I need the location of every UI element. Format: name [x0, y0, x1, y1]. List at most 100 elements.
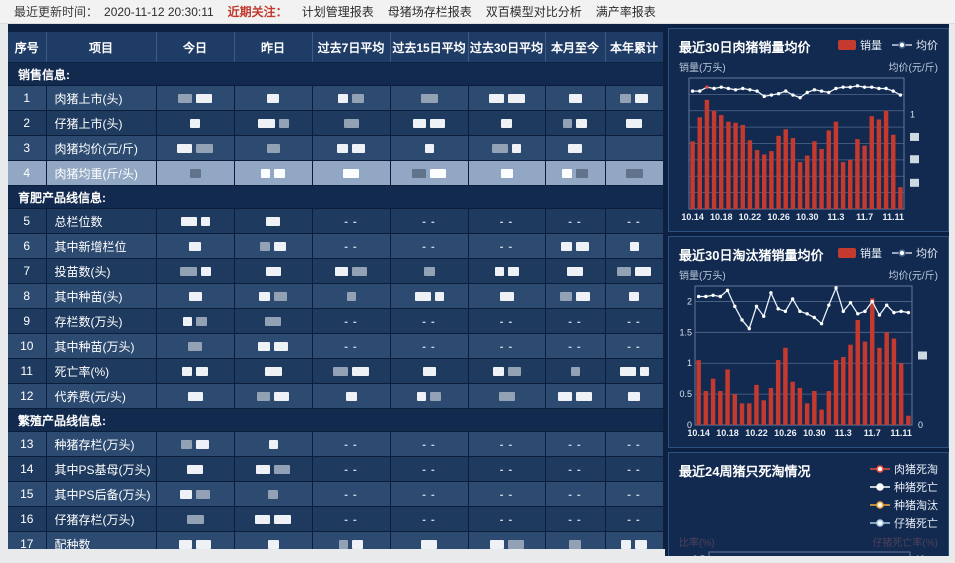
- redacted-value: [390, 283, 469, 309]
- table-row[interactable]: 3 肉猪均价(元/斤): [8, 135, 663, 161]
- redacted-value: [234, 333, 313, 359]
- row-label: 死亡率(%): [46, 358, 157, 384]
- legend-label: 均价: [916, 248, 938, 260]
- table-row[interactable]: 13 种猪存栏(万头) - -- -- -- -- -: [8, 431, 663, 457]
- nav-link-sow-inventory-report[interactable]: 母猪场存栏报表: [387, 5, 472, 19]
- svg-text:10.22: 10.22: [739, 212, 762, 222]
- legend-item-pig-death[interactable]: 肉猪死淘: [870, 461, 938, 477]
- table-row[interactable]: 11 死亡率(%): [8, 358, 663, 384]
- redaction-block: [352, 267, 367, 277]
- table-row[interactable]: 8 其中种苗(头): [8, 283, 663, 309]
- table-row[interactable]: 16 仔猪存栏(万头) - -- -- -- -- -: [8, 506, 663, 532]
- svg-text:1: 1: [910, 110, 915, 120]
- redaction-block: [489, 540, 504, 549]
- redacted-value: [234, 208, 313, 234]
- redacted-value: [312, 531, 391, 549]
- row-index: 13: [8, 431, 47, 457]
- redaction-block: [625, 169, 643, 179]
- nav-link-capacity-report[interactable]: 满产率报表: [595, 5, 656, 19]
- table-row[interactable]: 6 其中新增栏位 - -- -- -: [8, 233, 663, 259]
- redaction-block: [563, 119, 572, 129]
- redaction-block: [569, 540, 581, 549]
- redacted-value: [605, 358, 663, 384]
- redaction-block: [424, 144, 434, 154]
- legend-item-price[interactable]: 均价: [892, 245, 938, 261]
- legend-item-piglet-death[interactable]: 仔猪死亡: [870, 515, 938, 531]
- svg-text:11.3: 11.3: [835, 428, 852, 438]
- y-axis-label-right: 仔猪死亡率(%): [872, 538, 938, 549]
- redacted-value: [468, 110, 546, 136]
- empty-value: - -: [605, 308, 663, 334]
- legend-bar-swatch-icon: [838, 40, 856, 50]
- redacted-value: [234, 258, 313, 284]
- redaction-block: [259, 292, 270, 302]
- redaction-block: [189, 169, 201, 179]
- redaction-block: [333, 367, 348, 377]
- table-row[interactable]: 14 其中PS基母(万头) - -- -- -- -- -: [8, 456, 663, 482]
- redaction-block: [180, 490, 192, 500]
- row-label: 仔猪上市(头): [46, 110, 157, 136]
- table-row[interactable]: 7 投苗数(头): [8, 258, 663, 284]
- redaction-block: [352, 540, 363, 549]
- empty-value: - -: [545, 456, 606, 482]
- legend-item-sales[interactable]: 销量: [838, 245, 882, 261]
- table-row[interactable]: 2 仔猪上市(头): [8, 110, 663, 136]
- table-row[interactable]: 10 其中种苗(万头) - -- -- -- -- -: [8, 333, 663, 359]
- redaction-block: [179, 540, 192, 549]
- redacted-value: [605, 531, 663, 549]
- table-row[interactable]: 17 配种数: [8, 531, 663, 549]
- column-header: 昨日: [234, 32, 313, 63]
- redaction-block: [576, 392, 592, 402]
- svg-text:0.5: 0.5: [679, 389, 692, 399]
- empty-value: - -: [545, 506, 606, 532]
- table-row[interactable]: 12 代养费(元/头): [8, 383, 663, 409]
- column-header: 本年累计: [605, 32, 663, 63]
- recent-focus-label: 近期关注：: [227, 5, 288, 19]
- svg-text:10: 10: [915, 554, 925, 556]
- empty-value: - -: [605, 431, 663, 457]
- redacted-value: [545, 283, 606, 309]
- table-row[interactable]: 5 总栏位数 - -- -- -- -- -: [8, 208, 663, 234]
- redaction-block: [200, 267, 211, 277]
- redaction-block: [196, 440, 209, 450]
- table-bottom-strip: [8, 549, 665, 556]
- table-row[interactable]: 4 肉猪均重(斤/头): [8, 160, 663, 186]
- redaction-block: [187, 465, 203, 475]
- redacted-value: [234, 308, 313, 334]
- legend-item-price[interactable]: 均价: [892, 37, 938, 53]
- redaction-block: [576, 242, 589, 252]
- section-header-row: 繁殖产品线信息:: [8, 408, 663, 432]
- redaction-block: [183, 317, 192, 327]
- row-label: 其中PS基母(万头): [46, 456, 157, 482]
- row-label: 种猪存栏(万头): [46, 431, 157, 457]
- redacted-value: [156, 456, 235, 482]
- redaction-block: [188, 292, 202, 302]
- legend-item-boar-death[interactable]: 种猪死亡: [870, 479, 938, 495]
- redaction-block: [190, 119, 200, 129]
- nav-link-plan-report[interactable]: 计划管理报表: [301, 5, 374, 19]
- updated-time-label: 最近更新时间：: [14, 5, 99, 19]
- y-axis-label-left: 比率(%): [679, 538, 715, 549]
- redaction-block: [430, 119, 445, 129]
- redaction-block: [619, 367, 636, 377]
- redaction-block: [422, 367, 436, 377]
- redaction-block: [576, 292, 590, 302]
- row-label: 其中种苗(头): [46, 283, 157, 309]
- redaction-block: [434, 292, 444, 302]
- table-row[interactable]: 15 其中PS后备(万头) - -- -- -- -- -: [8, 481, 663, 507]
- redacted-value: [312, 135, 391, 161]
- table-row[interactable]: 9 存栏数(万头) - -- -- -- -- -: [8, 308, 663, 334]
- legend-item-sales[interactable]: 销量: [838, 37, 882, 53]
- redaction-block: [337, 144, 348, 154]
- redaction-block: [413, 119, 426, 129]
- svg-text:10.18: 10.18: [710, 212, 733, 222]
- legend-label: 销量: [860, 248, 882, 260]
- redacted-value: [234, 135, 313, 161]
- legend-item-boar-cull[interactable]: 种猪淘汰: [870, 497, 938, 513]
- redacted-value: [156, 383, 235, 409]
- y-axis-label-right: 均价(元/斤): [888, 271, 938, 282]
- redaction-block: [621, 540, 631, 549]
- table-row[interactable]: 1 肉猪上市(头): [8, 85, 663, 111]
- empty-value: - -: [312, 208, 391, 234]
- nav-link-model-comparison[interactable]: 双百模型对比分析: [485, 5, 582, 19]
